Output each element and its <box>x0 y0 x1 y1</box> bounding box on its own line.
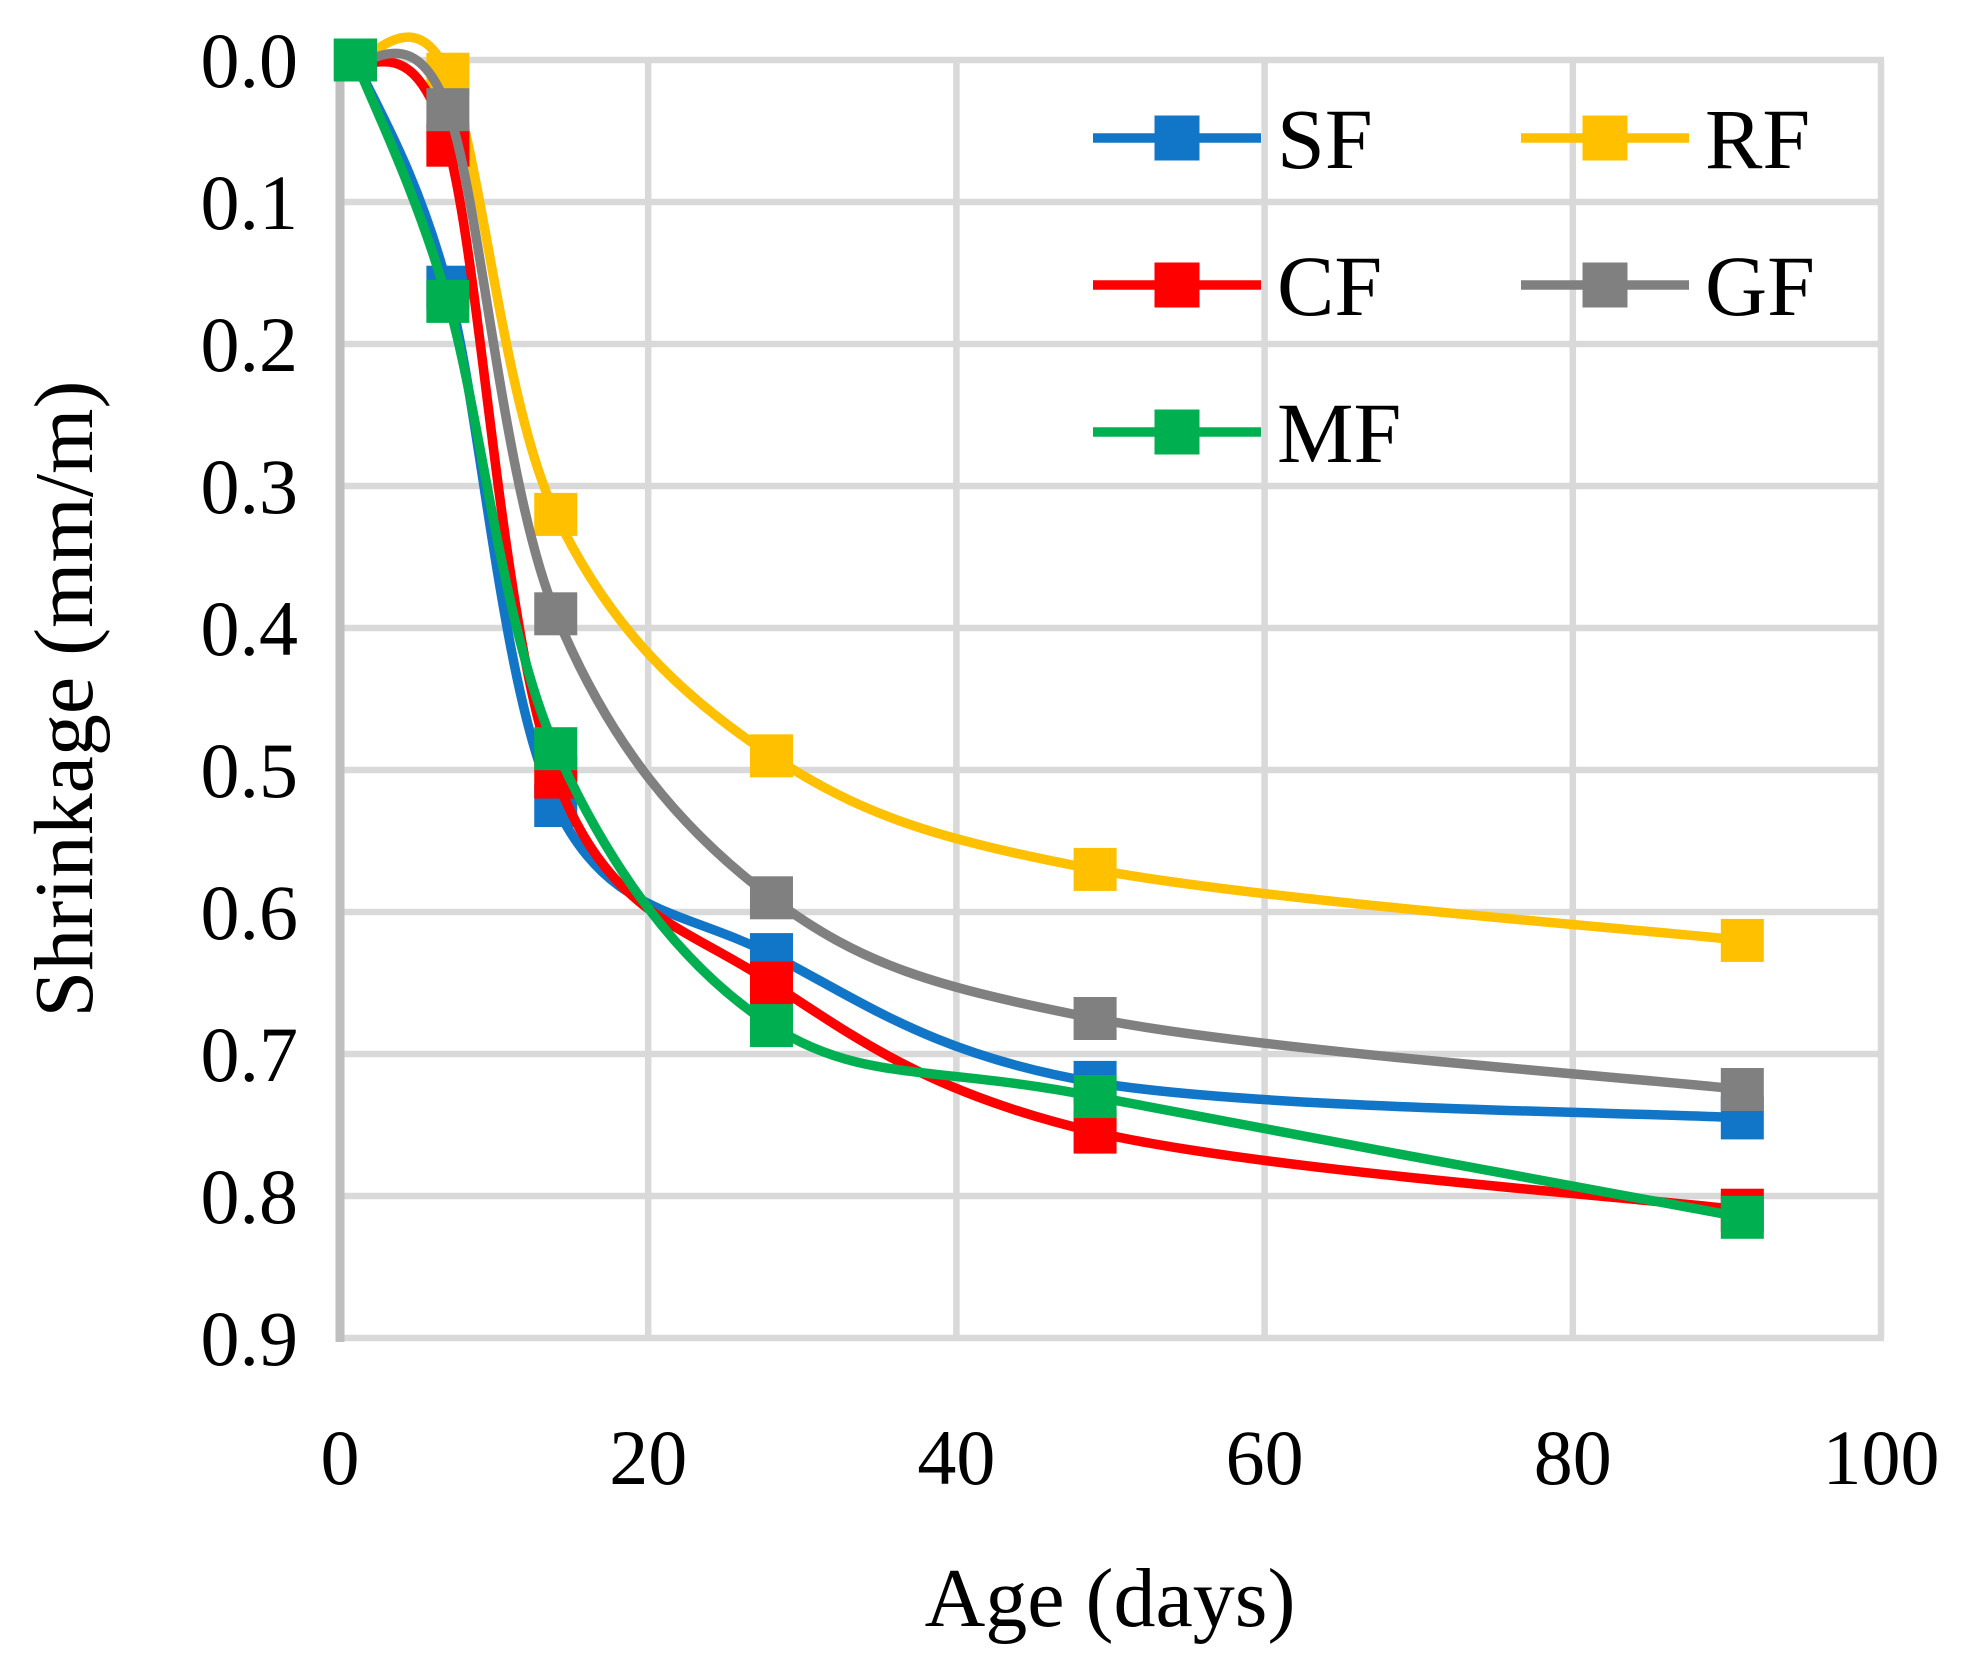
legend-swatch-cf <box>1154 262 1200 308</box>
series-marker-rf-day28 <box>749 734 793 778</box>
y-tick-label-0.2: 0.2 <box>201 301 299 388</box>
series-marker-gf-day7 <box>426 88 470 132</box>
y-tick-label-0.0: 0.0 <box>201 17 299 104</box>
series-marker-mf-day7 <box>426 279 470 323</box>
series-marker-mf-day49 <box>1073 1075 1117 1119</box>
legend-swatch-sf <box>1154 115 1200 161</box>
series-line-gf <box>353 48 1743 1095</box>
y-tick-label-0.7: 0.7 <box>201 1011 299 1098</box>
series-marker-gf-day49 <box>1073 997 1117 1040</box>
series-marker-rf-day91 <box>1720 918 1764 962</box>
x-tick-label-100: 100 <box>1823 1414 1940 1501</box>
y-tick-label-0.9: 0.9 <box>201 1295 299 1382</box>
legend-swatch-rf <box>1582 115 1628 161</box>
legend-label-sf: SF <box>1277 91 1373 187</box>
x-tick-label-60: 60 <box>1226 1414 1304 1501</box>
x-tick-label-0: 0 <box>321 1414 360 1501</box>
y-tick-label-0.3: 0.3 <box>201 443 299 530</box>
x-tick-label-20: 20 <box>609 1414 687 1501</box>
series-line-sf <box>351 58 1743 1123</box>
series-marker-gf-day28 <box>749 876 793 920</box>
y-axis-title: Shrinkage (mm/m) <box>18 381 111 1018</box>
series-marker-gf-day14 <box>534 592 578 636</box>
x-axis-title: Age (days) <box>925 1552 1296 1645</box>
y-tick-label-0.8: 0.8 <box>201 1153 299 1240</box>
legend-label-cf: CF <box>1277 238 1382 334</box>
series-marker-mf-day14 <box>534 727 578 771</box>
series-marker-cf-day28 <box>749 961 793 1005</box>
y-tick-label-0.4: 0.4 <box>201 585 299 672</box>
series-marker-rf-day49 <box>1073 847 1117 891</box>
series-marker-gf-day91 <box>1720 1068 1764 1111</box>
legend-label-gf: GF <box>1705 238 1815 334</box>
legend-swatch-mf <box>1154 409 1200 455</box>
series-marker-rf-day14 <box>534 492 578 536</box>
x-tick-label-40: 40 <box>917 1414 995 1501</box>
chart-legend: SF RF CF GF MF <box>1093 91 1815 481</box>
x-tick-label-80: 80 <box>1534 1414 1612 1501</box>
y-tick-label-0.5: 0.5 <box>201 727 299 814</box>
y-tick-label-0.6: 0.6 <box>201 869 299 956</box>
series-layer <box>333 32 1764 1239</box>
legend-label-mf: MF <box>1277 385 1401 481</box>
legend-label-rf: RF <box>1705 91 1810 187</box>
series-marker-mf-day91 <box>1720 1195 1764 1239</box>
series-marker-mf-day28 <box>749 1004 793 1048</box>
series-marker-mf-day1 <box>333 38 377 82</box>
legend-swatch-gf <box>1582 262 1628 308</box>
ticks-layer: 0.0 0.1 0.2 0.3 0.4 0.5 0.6 0.7 0.8 0.9 0 20 40 60 80 1… <box>201 17 1940 1501</box>
y-tick-label-0.1: 0.1 <box>201 159 299 246</box>
